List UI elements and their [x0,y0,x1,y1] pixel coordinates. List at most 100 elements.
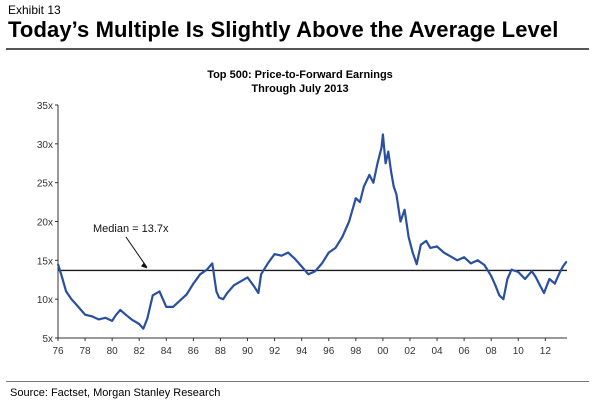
series-point [260,273,262,276]
x-axis: 76 78 80 82 84 86 88 90 92 94 96 98 00 02 04 06 08 10 12 [52,337,567,357]
series-point [463,256,466,259]
series-point [115,313,118,316]
series-point [61,276,63,279]
x-tick-label: 92 [269,346,281,357]
x-tick-label: 76 [52,346,64,357]
x-tick-label: 78 [80,346,92,357]
y-tick-label: 30x [37,140,53,151]
y-tick-label: 25x [37,179,53,190]
series-point [273,253,276,256]
series-point [321,262,323,265]
series-point [456,259,459,262]
series-point [387,150,390,153]
x-tick-label: 84 [161,346,173,357]
series-point [206,268,208,271]
series-point [372,181,375,184]
x-tick-label: 80 [107,346,119,357]
series-point [543,292,545,294]
series-point [392,185,395,188]
series-point [562,265,564,268]
series-point [246,276,249,279]
x-tick-label: 00 [377,346,389,357]
series-point [314,270,317,273]
series-point [222,298,225,301]
series-point [90,315,93,318]
series-point [354,197,357,200]
series-point [111,320,114,322]
series-point [233,284,235,287]
series-point [490,274,493,277]
x-tick-label: 04 [431,346,443,357]
series-point [77,306,80,308]
series-point [142,327,145,330]
series-point [539,284,541,287]
x-tick-label: 82 [134,346,146,357]
series-point [218,296,220,299]
x-tick-label: 98 [350,346,362,357]
series-point [239,280,242,283]
footer-divider [6,381,589,382]
series-point [407,236,410,238]
series-point [104,316,107,319]
series-point [266,262,269,265]
x-tick-label: 06 [459,346,471,357]
series-point [565,260,568,263]
series-point [327,251,330,254]
series-point [449,255,452,258]
series-point [70,298,73,301]
series-point [211,262,214,265]
x-tick-label: 94 [296,346,308,357]
series-point [553,282,556,285]
series-point [363,185,365,188]
series-point [403,208,406,211]
series-point [399,220,402,223]
series-point [199,273,202,276]
series-point [510,268,513,271]
chart-subtitle: Through July 2013 [251,83,348,95]
x-tick-label: 86 [188,346,200,357]
series-point [534,276,537,279]
series-point [341,236,344,238]
series-point [280,254,283,257]
series-point [146,317,149,320]
series-point [548,278,551,280]
series-point [380,146,383,149]
series-point [348,220,350,223]
y-tick-label: 10x [37,295,53,306]
x-tick-label: 08 [486,346,498,357]
series-point [172,306,174,308]
series-point [429,247,432,249]
x-tick-label: 88 [215,346,227,357]
x-tick-label: 90 [242,346,254,357]
series-point [253,285,256,288]
series-point [215,290,218,293]
series-point [415,263,418,266]
series-point [498,294,501,297]
series-point [395,193,398,196]
series-point [294,257,296,260]
median-group: Median = 13.7x [58,223,567,272]
series-point [287,251,290,254]
series-point [192,282,195,285]
series-point [257,292,260,294]
series-point [425,240,428,242]
series-point [419,243,422,246]
series-point [524,278,526,280]
y-tick-label: 15x [37,256,53,267]
series-point [334,247,337,249]
series-point [517,271,520,273]
y-tick-label: 35x [37,101,53,112]
series-point [368,174,371,176]
median-annotation-arrow [125,236,148,268]
x-tick-label: 10 [513,346,525,357]
x-tick-label: 02 [404,346,416,357]
series-point [557,273,560,276]
median-label: Median = 13.7x [93,223,169,235]
series-point [185,293,188,296]
series-point [84,313,86,316]
series-point [158,290,161,293]
series-point [442,251,445,254]
series-point [151,294,154,297]
series-point [494,284,497,287]
exhibit-label: Exhibit 13 [8,3,61,17]
